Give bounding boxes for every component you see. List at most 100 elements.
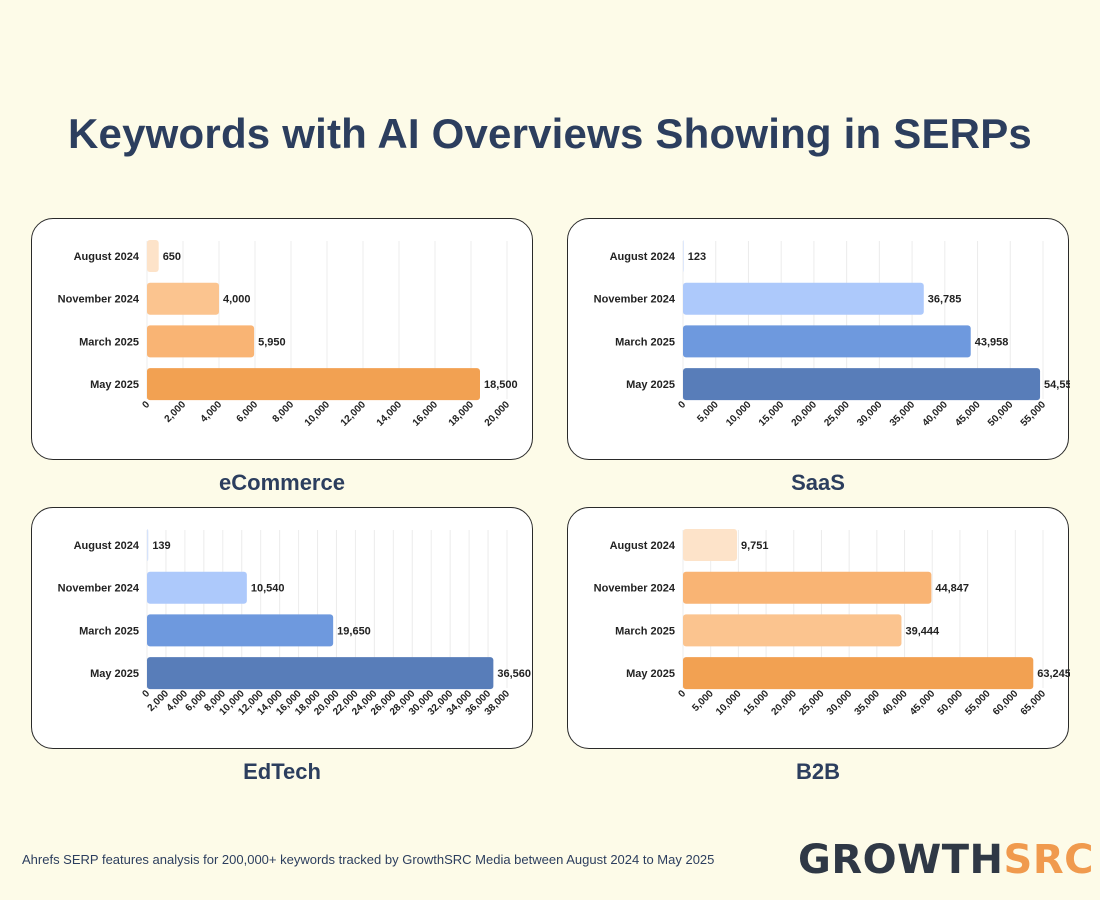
x-tick-label: 12,000 bbox=[339, 399, 369, 429]
x-tick-label: 40,000 bbox=[921, 399, 951, 429]
bar bbox=[147, 282, 219, 315]
x-tick-label: 14,000 bbox=[375, 399, 405, 429]
bar bbox=[147, 325, 255, 358]
category-label: November 2024 bbox=[58, 583, 140, 595]
x-tick-label: 10,000 bbox=[714, 688, 744, 718]
chart-b2b: August 2024 9,751 November 2024 44,847 March… bbox=[594, 529, 1070, 718]
x-tick-label: 10,000 bbox=[724, 399, 754, 429]
bar bbox=[683, 571, 932, 604]
category-label: August 2024 bbox=[74, 540, 140, 552]
x-tick-label: 0 bbox=[676, 688, 688, 700]
value-label: 36,785 bbox=[928, 294, 962, 306]
x-tick-label: 40,000 bbox=[880, 688, 910, 718]
chart-caption-b2b: B2B bbox=[795, 759, 840, 784]
x-tick-label: 35,000 bbox=[888, 399, 918, 429]
chart-ecommerce: August 2024 650 November 2024 4,000 March 20… bbox=[58, 240, 518, 429]
value-label: 63,245 bbox=[1037, 668, 1070, 680]
chart-panel-saas: August 2024 123 November 2024 36,785 March 2… bbox=[567, 218, 1070, 460]
category-label: May 2025 bbox=[90, 668, 139, 680]
category-label: November 2024 bbox=[58, 294, 140, 306]
x-tick-label: 18,000 bbox=[447, 399, 477, 429]
x-tick-label: 10,000 bbox=[303, 399, 333, 429]
logo-part-growth: GROWTH bbox=[798, 837, 1004, 883]
bar bbox=[683, 240, 684, 272]
bar bbox=[147, 614, 334, 647]
x-tick-label: 55,000 bbox=[963, 688, 993, 718]
category-label: May 2025 bbox=[90, 379, 139, 391]
category-label: March 2025 bbox=[79, 625, 139, 637]
chart-panel-edtech: August 2024 139 November 2024 10,540 March 2… bbox=[31, 507, 533, 749]
x-tick-label: 60,000 bbox=[991, 688, 1021, 718]
value-label: 44,847 bbox=[935, 583, 969, 595]
value-label: 5,950 bbox=[258, 336, 286, 348]
x-tick-label: 15,000 bbox=[757, 399, 787, 429]
x-tick-label: 30,000 bbox=[825, 688, 855, 718]
bar bbox=[683, 368, 1041, 401]
value-label: 9,751 bbox=[741, 540, 769, 552]
x-tick-label: 20,000 bbox=[790, 399, 820, 429]
growthsrc-logo: GROWTHSRC bbox=[798, 840, 1094, 880]
category-label: August 2024 bbox=[610, 251, 676, 263]
x-tick-label: 0 bbox=[676, 399, 688, 411]
bar bbox=[683, 614, 902, 647]
chart-caption-saas: SaaS bbox=[791, 470, 845, 495]
value-label: 18,500 bbox=[484, 379, 518, 391]
value-label: 139 bbox=[152, 540, 170, 552]
x-tick-label: 2,000 bbox=[163, 399, 189, 425]
x-tick-label: 50,000 bbox=[986, 399, 1016, 429]
bar bbox=[147, 571, 247, 604]
x-tick-label: 8,000 bbox=[271, 399, 297, 425]
bar bbox=[147, 529, 149, 561]
value-label: 43,958 bbox=[975, 336, 1009, 348]
x-tick-label: 5,000 bbox=[690, 688, 716, 714]
x-tick-label: 15,000 bbox=[742, 688, 772, 718]
logo-part-src: SRC bbox=[1003, 837, 1094, 883]
category-label: March 2025 bbox=[615, 336, 675, 348]
category-label: August 2024 bbox=[610, 540, 676, 552]
x-tick-label: 30,000 bbox=[855, 399, 885, 429]
value-label: 36,560 bbox=[497, 668, 531, 680]
source-footnote: Ahrefs SERP features analysis for 200,00… bbox=[22, 852, 715, 867]
chart-caption-ecommerce: eCommerce bbox=[219, 470, 345, 495]
value-label: 10,540 bbox=[251, 583, 285, 595]
chart-panel-b2b: August 2024 9,751 November 2024 44,847 March… bbox=[567, 507, 1070, 749]
category-label: August 2024 bbox=[74, 251, 140, 263]
bar bbox=[147, 368, 480, 401]
category-label: March 2025 bbox=[79, 336, 139, 348]
x-tick-label: 45,000 bbox=[953, 399, 983, 429]
bar bbox=[147, 657, 494, 690]
value-label: 39,444 bbox=[905, 625, 940, 637]
value-label: 650 bbox=[163, 251, 181, 263]
category-label: May 2025 bbox=[626, 379, 675, 391]
x-tick-label: 55,000 bbox=[1019, 399, 1049, 429]
category-label: May 2025 bbox=[626, 668, 675, 680]
x-tick-label: 0 bbox=[140, 688, 152, 700]
x-tick-label: 45,000 bbox=[908, 688, 938, 718]
category-label: November 2024 bbox=[594, 583, 676, 595]
x-tick-label: 20,000 bbox=[483, 399, 513, 429]
bar bbox=[683, 325, 971, 358]
x-tick-label: 35,000 bbox=[853, 688, 883, 718]
x-tick-label: 50,000 bbox=[936, 688, 966, 718]
x-tick-label: 4,000 bbox=[199, 399, 225, 425]
chart-saas: August 2024 123 November 2024 36,785 March 2… bbox=[594, 240, 1070, 429]
bar bbox=[683, 282, 924, 315]
value-label: 19,650 bbox=[337, 625, 371, 637]
page-title: Keywords with AI Overviews Showing in SE… bbox=[68, 110, 1032, 157]
bar bbox=[683, 657, 1034, 690]
value-label: 54,550 bbox=[1044, 379, 1070, 391]
x-tick-label: 5,000 bbox=[695, 399, 721, 425]
x-tick-label: 6,000 bbox=[235, 399, 261, 425]
x-tick-label: 25,000 bbox=[822, 399, 852, 429]
chart-panel-ecommerce: August 2024 650 November 2024 4,000 March 20… bbox=[31, 218, 533, 460]
bar bbox=[683, 529, 738, 561]
x-tick-label: 25,000 bbox=[797, 688, 827, 718]
x-tick-label: 65,000 bbox=[1019, 688, 1049, 718]
x-tick-label: 16,000 bbox=[411, 399, 441, 429]
x-tick-label: 0 bbox=[140, 399, 152, 411]
category-label: March 2025 bbox=[615, 625, 675, 637]
x-tick-label: 20,000 bbox=[769, 688, 799, 718]
value-label: 123 bbox=[688, 251, 706, 263]
value-label: 4,000 bbox=[223, 294, 251, 306]
chart-caption-edtech: EdTech bbox=[243, 759, 321, 784]
